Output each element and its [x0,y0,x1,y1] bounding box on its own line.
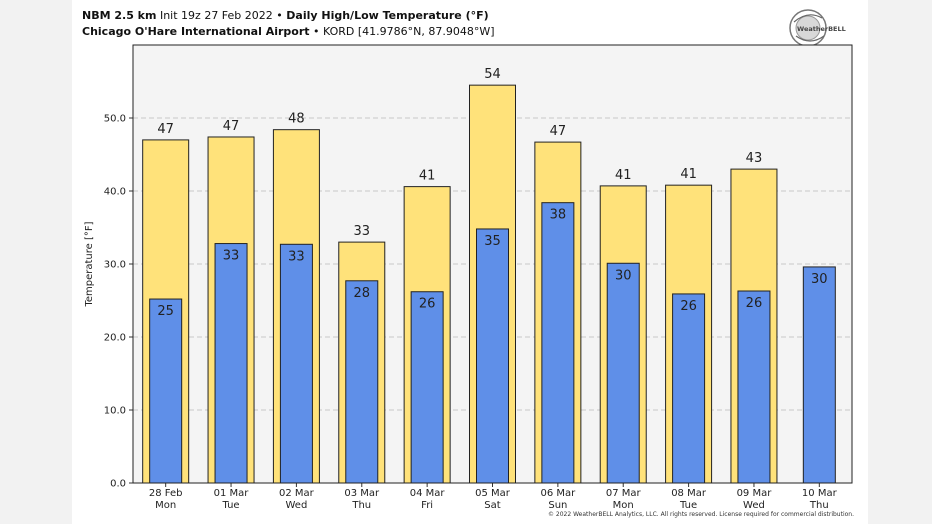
separator: • [309,25,324,38]
low-temp-bar [606,262,640,484]
x-tick-date-label: 09 Mar [737,488,773,499]
low-temp-bar [410,291,444,484]
copyright-text: © 2022 WeatherBELL Analytics, LLC. All r… [548,511,854,518]
low-temp-label: 30 [811,272,828,287]
x-tick-day-label: Thu [351,500,371,511]
high-temp-label: 43 [746,151,763,166]
low-temp-bar [541,202,575,484]
low-temp-bar [737,290,771,484]
low-temp-bar [149,298,183,484]
low-temp-label: 26 [419,297,436,312]
low-temp-bar [672,293,706,484]
x-tick-date-label: 08 Mar [671,488,707,499]
x-tick-date-label: 04 Mar [410,488,446,499]
y-axis-label: Temperature [°F] [84,221,95,307]
low-temp-label: 33 [288,249,305,264]
x-tick-day-label: Fri [421,500,433,511]
y-tick-label: 10.0 [104,406,126,417]
station-name: Chicago O'Hare International Airport [82,25,310,38]
product-name: Daily High/Low Temperature (°F) [286,9,489,22]
x-tick-date-label: 10 Mar [802,488,838,499]
low-temp-bar [214,243,248,484]
separator: • [276,9,287,22]
low-temp-label: 26 [746,296,763,311]
low-temp-label: 30 [615,268,632,283]
low-temp-label: 38 [550,208,567,223]
x-tick-date-label: 03 Mar [344,488,380,499]
y-tick-label: 20.0 [104,333,126,344]
low-temp-label: 33 [223,249,240,264]
x-tick-day-label: Wed [743,500,765,511]
x-tick-date-label: 02 Mar [279,488,315,499]
x-tick-day-label: Tue [679,500,697,511]
low-temp-label: 26 [680,299,697,314]
x-tick-day-label: Mon [613,500,634,511]
x-tick-date-label: 07 Mar [606,488,642,499]
high-temp-label: 54 [484,67,501,82]
high-temp-label: 41 [419,169,436,184]
x-tick-date-label: 06 Mar [540,488,576,499]
title-line-1: NBM 2.5 km Init 19z 27 Feb 2022 • Daily … [82,8,495,24]
x-tick-day-label: Tue [221,500,239,511]
low-temp-bar [345,280,379,484]
x-tick-day-label: Sat [484,500,500,511]
title-line-2: Chicago O'Hare International Airport • K… [82,24,495,40]
low-temp-bar [802,266,836,484]
low-temp-label: 28 [353,286,370,301]
y-tick-label: 50.0 [104,114,126,125]
low-temp-label: 25 [157,304,174,319]
y-tick-label: 30.0 [104,260,126,271]
init-time: Init 19z 27 Feb 2022 [156,9,277,22]
station-id: KORD [41.9786°N, 87.9048°W] [323,25,495,38]
high-temp-label: 47 [550,124,567,139]
high-temp-label: 47 [157,122,174,137]
x-tick-date-label: 01 Mar [214,488,250,499]
high-temp-label: 41 [680,167,697,182]
high-temp-label: 48 [288,112,305,127]
high-temp-label: 33 [353,224,370,239]
chart-header: NBM 2.5 km Init 19z 27 Feb 2022 • Daily … [82,8,495,40]
plot-frame [132,44,853,484]
x-tick-date-label: 28 Feb [149,488,183,499]
svg-text:WeatherBELL: WeatherBELL [797,25,846,33]
low-temp-label: 35 [484,234,501,249]
low-temp-bar [476,228,509,484]
y-tick-label: 0.0 [110,479,126,490]
low-temp-bar [279,243,313,484]
x-tick-day-label: Wed [286,500,308,511]
x-tick-day-label: Thu [809,500,829,511]
model-name: NBM 2.5 km [82,9,157,22]
y-tick-label: 40.0 [104,187,126,198]
high-temp-label: 47 [223,119,240,134]
x-tick-day-label: Mon [155,500,176,511]
x-tick-day-label: Sun [548,500,567,511]
x-tick-date-label: 05 Mar [475,488,511,499]
high-temp-label: 41 [615,168,632,183]
